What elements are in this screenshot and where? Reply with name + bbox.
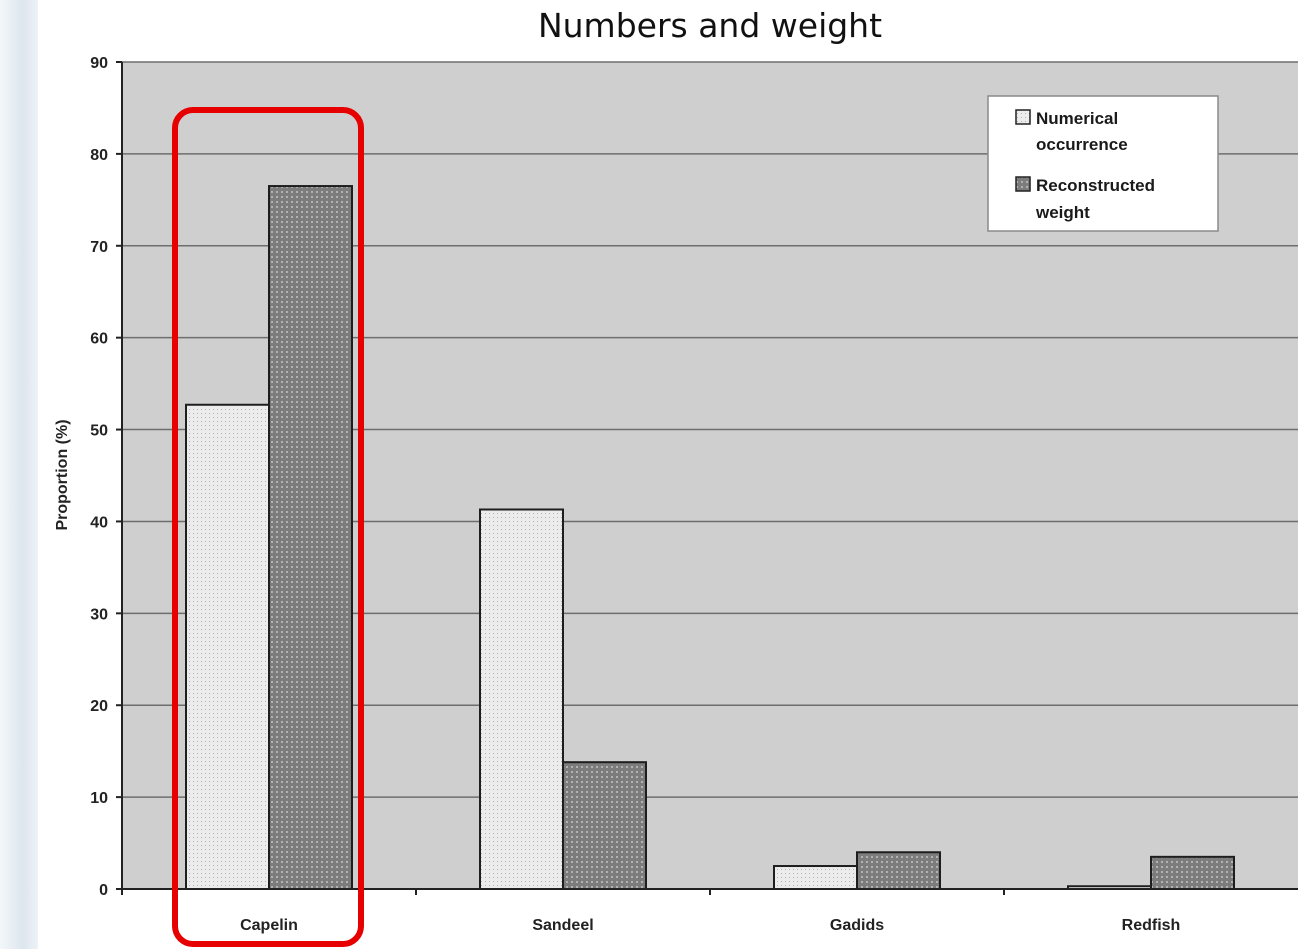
y-tick-label: 30 [90,606,108,623]
y-tick-label: 50 [90,423,108,440]
bar-gadids-numerical [773,865,858,890]
bar-capelin-numerical [185,403,270,890]
chart-title: Numbers and weight [537,6,883,45]
x-category-labels: Capelin Sandeel Gadids Redfish [240,889,1180,934]
bar-sandeel-weight [562,761,647,891]
bar-gadids-weight [856,851,941,890]
legend-swatch-numerical [1015,109,1031,125]
x-category-label: Capelin [240,917,298,934]
x-category-label: Redfish [1122,917,1181,934]
y-tick-label: 40 [90,514,108,531]
y-tick-label: 80 [90,147,108,164]
legend: Numerical occurrence Reconstructed weigh… [987,95,1219,232]
capelin-highlight-box [172,107,364,947]
y-tick-label: 70 [90,239,108,256]
legend-label-numerical-line2: occurrence [1036,135,1128,154]
bar-redfish-weight [1150,855,1235,890]
legend-label-numerical-line1: Numerical [1036,109,1118,128]
x-category-label: Sandeel [532,917,593,934]
axes [116,62,1298,895]
legend-label-weight-line2: weight [1035,203,1090,222]
legend-label-weight-line1: Reconstructed [1036,176,1155,195]
legend-swatch-weight [1015,176,1031,192]
y-tick-label: 90 [90,55,108,72]
bar-capelin-weight [268,185,353,891]
y-tick-label: 10 [90,790,108,807]
y-tick-label: 0 [99,882,108,899]
y-tick-label: 20 [90,698,108,715]
y-axis-title: Proportion (%) [54,419,71,530]
x-category-label: Gadids [830,917,884,934]
bars [185,185,1235,891]
y-tick-labels: 0 10 20 30 40 50 60 70 80 90 [90,55,122,899]
bar-sandeel-numerical [479,508,564,890]
background-strip [0,0,38,949]
y-tick-label: 60 [90,331,108,348]
